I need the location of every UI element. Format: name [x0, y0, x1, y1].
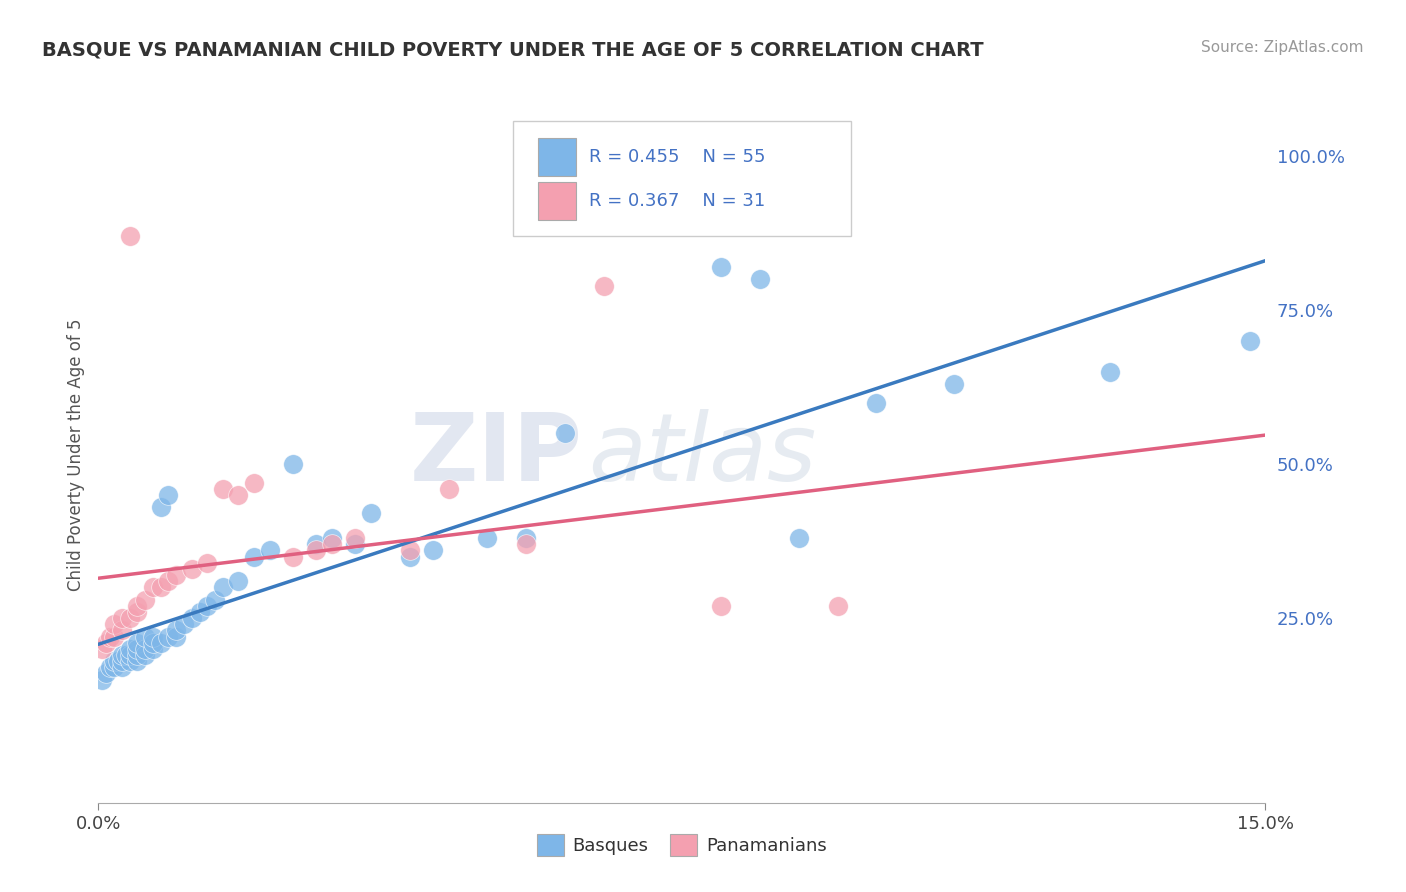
Point	[157, 574, 180, 589]
Point	[748, 272, 770, 286]
Point	[114, 648, 136, 662]
Point	[134, 592, 156, 607]
Point	[398, 549, 420, 564]
Point	[787, 531, 810, 545]
Point	[281, 457, 304, 471]
Point	[142, 641, 165, 656]
Point	[91, 641, 114, 656]
Text: atlas: atlas	[589, 409, 817, 500]
FancyBboxPatch shape	[538, 182, 575, 220]
FancyBboxPatch shape	[538, 138, 575, 177]
Point	[243, 549, 266, 564]
Point	[344, 531, 367, 545]
Point	[111, 611, 134, 625]
Point	[422, 543, 444, 558]
Point	[149, 580, 172, 594]
Point	[157, 630, 180, 644]
Point	[398, 543, 420, 558]
Point	[180, 562, 202, 576]
Point	[180, 611, 202, 625]
Point	[305, 537, 328, 551]
Point	[344, 537, 367, 551]
Point	[111, 624, 134, 638]
Text: ZIP: ZIP	[409, 409, 582, 501]
Point	[127, 599, 149, 613]
Point	[118, 229, 141, 244]
Point	[103, 660, 125, 674]
Point	[437, 482, 460, 496]
Point	[134, 630, 156, 644]
Point	[165, 624, 187, 638]
Point	[149, 636, 172, 650]
Point	[107, 654, 129, 668]
Point	[118, 641, 141, 656]
Point	[142, 630, 165, 644]
Point	[98, 630, 121, 644]
Text: R = 0.367    N = 31: R = 0.367 N = 31	[589, 192, 765, 210]
Point	[593, 278, 616, 293]
Point	[149, 500, 172, 515]
Point	[134, 648, 156, 662]
Point	[134, 641, 156, 656]
Point	[360, 507, 382, 521]
Point	[96, 636, 118, 650]
Point	[165, 568, 187, 582]
Point	[103, 654, 125, 668]
Point	[98, 660, 121, 674]
Point	[228, 488, 250, 502]
Point	[127, 636, 149, 650]
Point	[212, 482, 235, 496]
Point	[321, 537, 343, 551]
Point	[103, 630, 125, 644]
Point	[943, 377, 966, 392]
Point	[111, 648, 134, 662]
Point	[173, 617, 195, 632]
Point	[195, 599, 218, 613]
Point	[710, 599, 733, 613]
Point	[127, 605, 149, 619]
Point	[111, 660, 134, 674]
Point	[195, 556, 218, 570]
Point	[827, 599, 849, 613]
Point	[321, 531, 343, 545]
Point	[118, 654, 141, 668]
Point	[157, 488, 180, 502]
Point	[259, 543, 281, 558]
Y-axis label: Child Poverty Under the Age of 5: Child Poverty Under the Age of 5	[66, 318, 84, 591]
Point	[228, 574, 250, 589]
Point	[111, 654, 134, 668]
Text: Source: ZipAtlas.com: Source: ZipAtlas.com	[1201, 40, 1364, 55]
Point	[212, 580, 235, 594]
Point	[243, 475, 266, 490]
Point	[1098, 365, 1121, 379]
Text: BASQUE VS PANAMANIAN CHILD POVERTY UNDER THE AGE OF 5 CORRELATION CHART: BASQUE VS PANAMANIAN CHILD POVERTY UNDER…	[42, 40, 984, 59]
Point	[305, 543, 328, 558]
Point	[118, 611, 141, 625]
Point	[127, 654, 149, 668]
Legend: Basques, Panamanians: Basques, Panamanians	[537, 834, 827, 856]
Point	[188, 605, 211, 619]
Point	[865, 395, 887, 409]
Point	[165, 630, 187, 644]
Text: R = 0.455    N = 55: R = 0.455 N = 55	[589, 148, 765, 166]
Point	[515, 531, 537, 545]
Point	[127, 641, 149, 656]
Point	[103, 617, 125, 632]
Point	[96, 666, 118, 681]
Point	[127, 648, 149, 662]
Point	[91, 673, 114, 687]
Point	[118, 648, 141, 662]
Point	[281, 549, 304, 564]
Point	[710, 260, 733, 274]
Point	[204, 592, 226, 607]
Point	[515, 537, 537, 551]
FancyBboxPatch shape	[513, 121, 851, 235]
Point	[1239, 334, 1261, 348]
Point	[554, 426, 576, 441]
Point	[477, 531, 499, 545]
Point	[142, 636, 165, 650]
Point	[142, 580, 165, 594]
